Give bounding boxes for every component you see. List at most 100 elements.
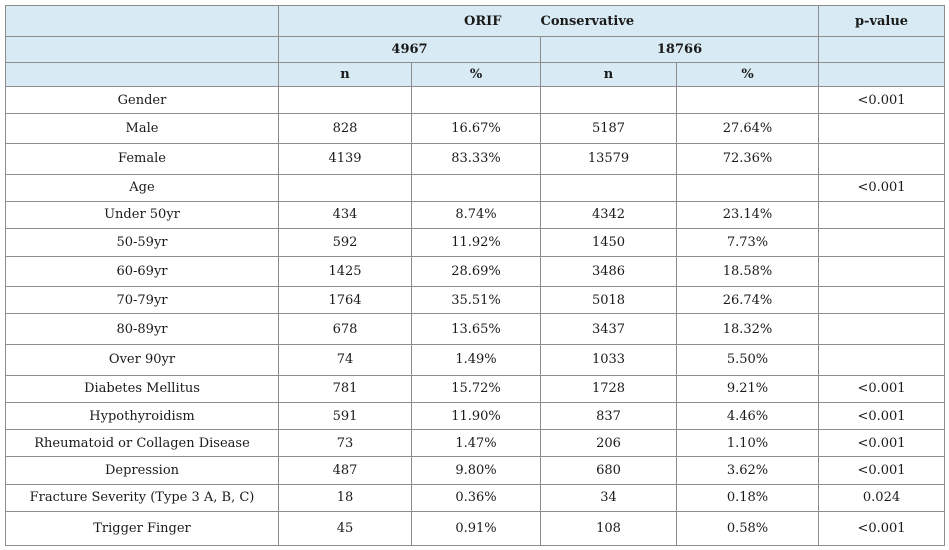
conservative-pct-cell: 5.50% bbox=[676, 343, 820, 376]
conservative-n-cell: 680 bbox=[540, 456, 678, 485]
pvalue-cell: 0.024 bbox=[818, 483, 946, 512]
table-body: Gender <0.001 Male 828 16.67% 5187 27.64% Femal… bbox=[5, 85, 946, 547]
pvalue-cell bbox=[818, 113, 946, 145]
orif-pct-cell: 11.92% bbox=[410, 227, 542, 258]
orif-n-cell: 73 bbox=[278, 429, 412, 458]
orif-pct-cell bbox=[410, 173, 542, 202]
table-row: Rheumatoid or Collagen Disease 73 1.47% 206… bbox=[5, 429, 946, 458]
pvalue-cell: <0.001 bbox=[818, 510, 946, 547]
table-row: Female 4139 83.33% 13579 72.36% bbox=[5, 143, 946, 175]
conservative-n-cell: 13579 bbox=[540, 143, 678, 175]
orif-pct-cell: 16.67% bbox=[410, 113, 542, 145]
row-label: 70-79yr bbox=[5, 286, 279, 315]
conservative-pct-cell: 1.10% bbox=[676, 429, 820, 458]
pvalue-cell: <0.001 bbox=[818, 401, 946, 431]
row-label: 50-59yr bbox=[5, 227, 279, 258]
conservative-pct-header: % bbox=[676, 62, 820, 87]
table-header: ORIF Conservative p-value 4967 18766 n %… bbox=[5, 5, 946, 87]
row-label: Fracture Severity (Type 3 A, B, C) bbox=[5, 483, 279, 512]
orif-pct-cell bbox=[410, 85, 542, 115]
orif-n-cell: 434 bbox=[278, 200, 412, 229]
table-row: Over 90yr 74 1.49% 1033 5.50% bbox=[5, 343, 946, 376]
orif-n-cell bbox=[278, 173, 412, 202]
orif-n-cell: 4139 bbox=[278, 143, 412, 175]
conservative-n-header: n bbox=[540, 62, 678, 87]
conservative-pct-cell: 4.46% bbox=[676, 401, 820, 431]
table-row: Depression 487 9.80% 680 3.62% <0.001 bbox=[5, 456, 946, 485]
header-corner bbox=[5, 5, 279, 37]
orif-pct-cell: 0.91% bbox=[410, 510, 542, 547]
conservative-group-header: Conservative bbox=[540, 5, 820, 37]
orif-n-cell bbox=[278, 85, 412, 115]
orif-total-header: 4967 bbox=[277, 36, 542, 63]
pvalue-cell bbox=[818, 227, 946, 258]
conservative-n-cell bbox=[540, 85, 678, 115]
pvalue-header-blank bbox=[818, 62, 946, 87]
conservative-n-cell: 1450 bbox=[540, 227, 678, 258]
row-label: Trigger Finger bbox=[5, 510, 279, 547]
conservative-n-cell: 5187 bbox=[540, 113, 678, 145]
orif-n-cell: 591 bbox=[278, 401, 412, 431]
row-label: 80-89yr bbox=[5, 313, 279, 345]
conservative-n-cell: 837 bbox=[540, 401, 678, 431]
conservative-n-cell: 5018 bbox=[540, 286, 678, 315]
conservative-n-cell: 3486 bbox=[540, 256, 678, 288]
pvalue-cell: <0.001 bbox=[818, 85, 946, 115]
conservative-pct-cell: 27.64% bbox=[676, 113, 820, 145]
orif-pct-cell: 1.47% bbox=[410, 429, 542, 458]
conservative-pct-cell: 18.32% bbox=[676, 313, 820, 345]
orif-n-cell: 18 bbox=[278, 483, 412, 512]
row-label: Over 90yr bbox=[5, 343, 279, 376]
row-label: Depression bbox=[5, 456, 279, 485]
pvalue-cell: <0.001 bbox=[818, 374, 946, 403]
orif-n-cell: 45 bbox=[278, 510, 412, 547]
table-row: 70-79yr 1764 35.51% 5018 26.74% bbox=[5, 286, 946, 315]
conservative-pct-cell: 0.58% bbox=[676, 510, 820, 547]
orif-n-cell: 678 bbox=[278, 313, 412, 345]
table-row: 80-89yr 678 13.65% 3437 18.32% bbox=[5, 313, 946, 345]
header-row-totals: 4967 18766 bbox=[5, 36, 946, 63]
orif-n-cell: 1764 bbox=[278, 286, 412, 315]
table-row: Under 50yr 434 8.74% 4342 23.14% bbox=[5, 200, 946, 229]
table-row: Male 828 16.67% 5187 27.64% bbox=[5, 113, 946, 145]
row-label: Hypothyroidism bbox=[5, 401, 279, 431]
conservative-n-cell: 4342 bbox=[540, 200, 678, 229]
orif-pct-cell: 1.49% bbox=[410, 343, 542, 376]
table-row: Hypothyroidism 591 11.90% 837 4.46% <0.001 bbox=[5, 401, 946, 431]
row-label: Male bbox=[5, 113, 279, 145]
conservative-n-cell: 1033 bbox=[540, 343, 678, 376]
header-corner bbox=[5, 62, 279, 87]
header-row-sub: n % n % bbox=[5, 62, 946, 87]
row-label: Rheumatoid or Collagen Disease bbox=[5, 429, 279, 458]
header-corner bbox=[5, 36, 279, 63]
conservative-n-cell: 206 bbox=[540, 429, 678, 458]
row-label: Female bbox=[5, 143, 279, 175]
table-row: Diabetes Mellitus 781 15.72% 1728 9.21% <0.00… bbox=[5, 374, 946, 403]
conservative-pct-cell: 18.58% bbox=[676, 256, 820, 288]
table-row: Gender <0.001 bbox=[5, 85, 946, 115]
orif-pct-cell: 8.74% bbox=[410, 200, 542, 229]
table-row: 50-59yr 592 11.92% 1450 7.73% bbox=[5, 227, 946, 258]
conservative-pct-cell bbox=[676, 85, 820, 115]
orif-pct-cell: 11.90% bbox=[410, 401, 542, 431]
conservative-pct-cell bbox=[676, 173, 820, 202]
pvalue-cell: <0.001 bbox=[818, 173, 946, 202]
conservative-n-cell: 1728 bbox=[540, 374, 678, 403]
orif-n-cell: 1425 bbox=[278, 256, 412, 288]
pvalue-cell bbox=[818, 143, 946, 175]
conservative-n-cell: 3437 bbox=[540, 313, 678, 345]
orif-pct-cell: 28.69% bbox=[410, 256, 542, 288]
pvalue-cell bbox=[818, 313, 946, 345]
orif-n-cell: 592 bbox=[278, 227, 412, 258]
row-label: Age bbox=[5, 173, 279, 202]
pvalue-cell bbox=[818, 200, 946, 229]
conservative-pct-cell: 23.14% bbox=[676, 200, 820, 229]
orif-pct-cell: 83.33% bbox=[410, 143, 542, 175]
orif-pct-cell: 13.65% bbox=[410, 313, 542, 345]
pvalue-header-blank bbox=[818, 36, 946, 63]
pvalue-cell: <0.001 bbox=[818, 429, 946, 458]
conservative-pct-cell: 3.62% bbox=[676, 456, 820, 485]
comparison-table: ORIF Conservative p-value 4967 18766 n %… bbox=[5, 5, 946, 547]
header-row-groups: ORIF Conservative p-value bbox=[5, 5, 946, 37]
pvalue-cell bbox=[818, 256, 946, 288]
